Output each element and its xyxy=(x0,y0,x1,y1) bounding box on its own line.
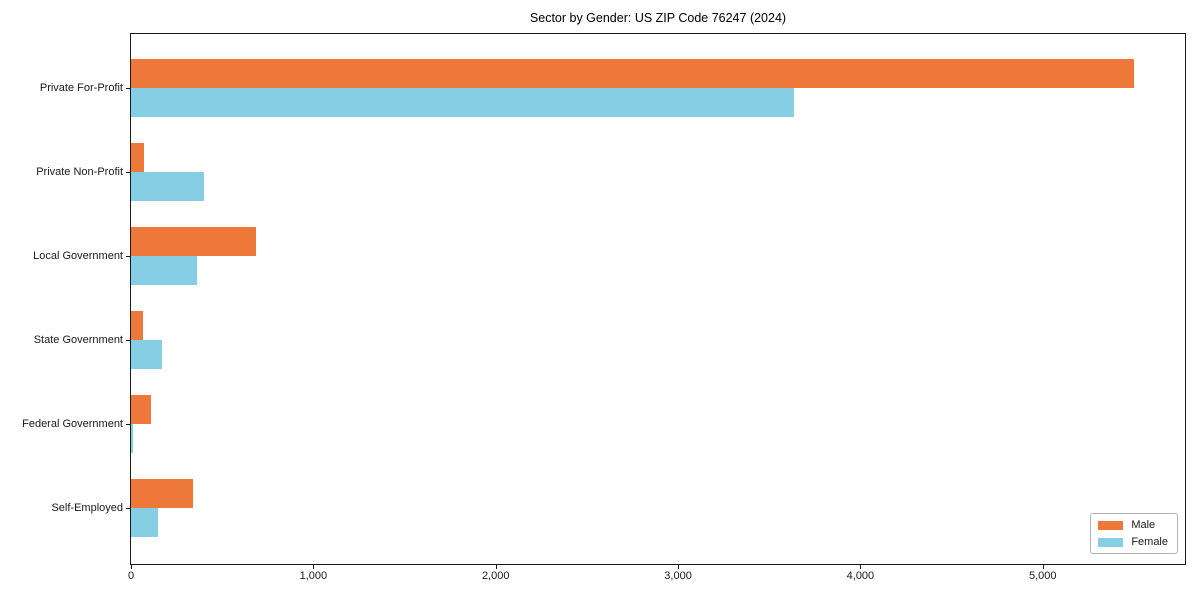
x-tick-label-5000: 5,000 xyxy=(1028,570,1057,582)
legend-item-female: Female xyxy=(1098,536,1168,548)
x-tick-2000 xyxy=(495,565,497,569)
legend-swatch-male xyxy=(1098,520,1124,530)
y-tick-private-for-profit xyxy=(126,87,130,89)
x-tick-4000 xyxy=(860,565,862,569)
x-tick-label-1000: 1,000 xyxy=(299,570,328,582)
y-label-private-for-profit: Private For-Profit xyxy=(39,81,123,94)
x-tick-label-4000: 4,000 xyxy=(846,570,875,582)
y-tick-federal-government xyxy=(126,424,130,426)
x-tick-0 xyxy=(131,565,132,569)
bar-female-federal-government xyxy=(131,424,134,454)
x-tick-label-2000: 2,000 xyxy=(481,570,510,582)
bar-female-private-for-profit xyxy=(131,87,794,117)
x-tick-1000 xyxy=(313,565,315,569)
bar-female-state-government xyxy=(131,339,162,369)
x-tick-label-3000: 3,000 xyxy=(664,570,692,582)
bar-male-private-non-profit xyxy=(131,142,145,172)
y-tick-self-employed xyxy=(126,508,130,510)
y-label-state-government: State Government xyxy=(33,333,123,346)
x-tick-3000 xyxy=(678,565,680,569)
bar-male-local-government xyxy=(131,226,257,256)
bar-male-self-employed xyxy=(131,479,193,509)
legend: Male Female xyxy=(1090,513,1178,554)
bar-male-private-for-profit xyxy=(131,58,1134,88)
y-label-local-government: Local Government xyxy=(33,249,123,262)
y-tick-private-non-profit xyxy=(126,171,130,173)
y-label-private-non-profit: Private Non-Profit xyxy=(36,165,123,178)
legend-swatch-female xyxy=(1098,537,1124,547)
x-tick-5000 xyxy=(1042,565,1044,569)
x-tick-label-0: 0 xyxy=(127,570,135,582)
legend-item-male: Male xyxy=(1098,519,1168,531)
chart-title: Sector by Gender: US ZIP Code 76247 (202… xyxy=(529,11,787,25)
bar-female-local-government xyxy=(131,255,197,285)
legend-label-female: Female xyxy=(1131,536,1168,548)
legend-label-male: Male xyxy=(1131,519,1156,531)
plot-area: Male Female xyxy=(130,33,1186,565)
bar-female-private-non-profit xyxy=(131,171,204,201)
y-tick-local-government xyxy=(126,255,130,257)
y-label-self-employed: Self-Employed xyxy=(51,502,123,515)
bar-male-federal-government xyxy=(131,395,152,425)
y-label-federal-government: Federal Government xyxy=(22,418,123,431)
y-tick-state-government xyxy=(126,339,130,341)
bar-male-state-government xyxy=(131,310,144,340)
bar-female-self-employed xyxy=(131,508,158,538)
